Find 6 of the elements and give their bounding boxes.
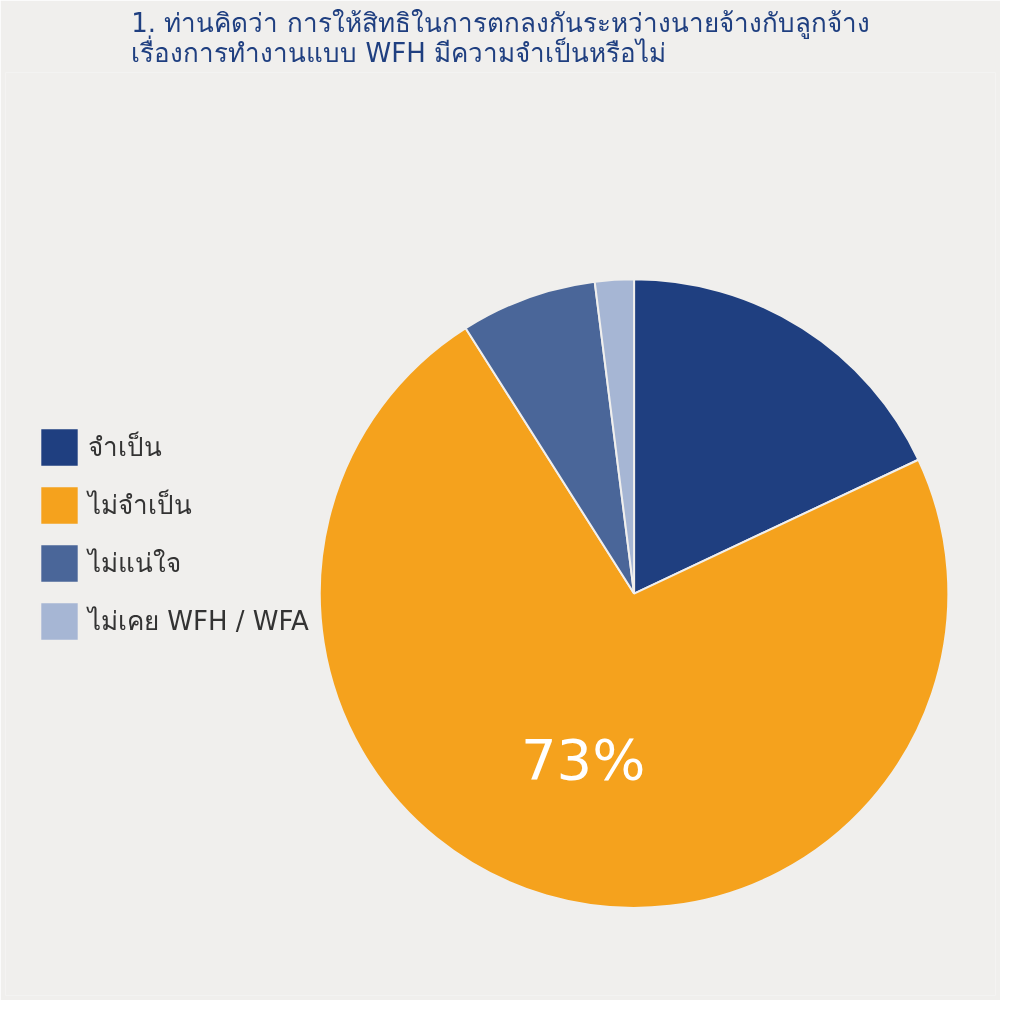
legend-label: ไม่เคย WFH / WFA (88, 605, 309, 638)
chart-title: 1. ท่านคิดว่า การให้สิทธิในการตกลงกันระหว่างนายจ้างกับลูกจ้าง เรื่องการทำงานแบบ WFH มีความจำเป็นหรือไม่ (131, 7, 870, 68)
legend-label: จำเป็น (88, 430, 162, 464)
data-label: 73% (520, 726, 646, 792)
legend-label: ไม่จำเป็น (88, 488, 192, 522)
legend-label: ไม่แน่ใจ (88, 547, 181, 580)
